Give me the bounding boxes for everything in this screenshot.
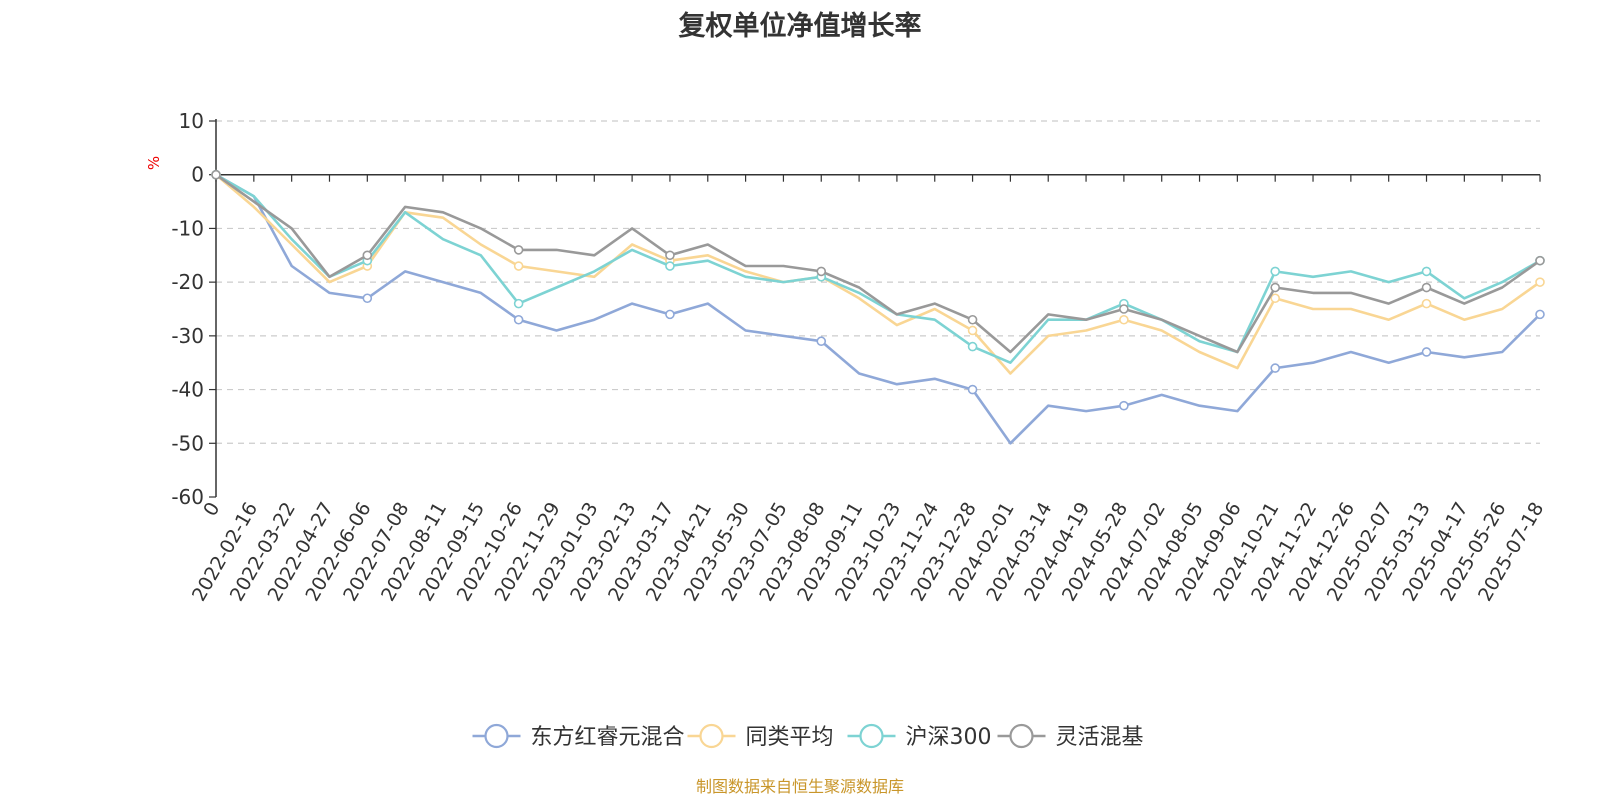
y-tick-label: -40 xyxy=(171,378,204,402)
data-point xyxy=(1270,293,1280,304)
data-point xyxy=(1421,266,1432,277)
legend-marker-icon xyxy=(484,723,509,749)
legend-marker-icon xyxy=(1009,723,1034,749)
data-point xyxy=(1270,266,1280,277)
y-tick-label: 0 xyxy=(191,163,204,187)
data-point xyxy=(1270,282,1280,293)
chart-title: 复权单位净值增长率 xyxy=(679,10,922,42)
series-line xyxy=(215,173,1541,445)
data-point xyxy=(665,250,675,261)
y-tick-label: -30 xyxy=(171,324,204,348)
data-point xyxy=(513,314,524,325)
data-point xyxy=(665,261,675,271)
data-point xyxy=(967,341,978,352)
source-note: 制图数据来自恒生聚源数据库 xyxy=(696,777,904,796)
series-line xyxy=(215,173,1541,354)
series-line xyxy=(215,173,1541,365)
legend-item-1[interactable]: 同类平均 xyxy=(687,723,834,750)
y-tick-label: -60 xyxy=(171,485,204,509)
series-0 xyxy=(211,169,1545,445)
legend-item-3[interactable]: 灵活混基 xyxy=(997,723,1144,750)
series-3 xyxy=(211,169,1545,354)
data-point xyxy=(1119,314,1129,325)
legend-label: 灵活混基 xyxy=(1056,725,1144,750)
series-2 xyxy=(211,169,1545,365)
legend-marker-icon xyxy=(859,723,884,749)
y-tick-label: 10 xyxy=(179,109,204,133)
series-line xyxy=(215,173,1541,375)
data-point xyxy=(1421,282,1432,293)
data-point xyxy=(1535,255,1545,266)
data-point xyxy=(816,266,827,277)
series-layer xyxy=(211,169,1545,445)
data-point xyxy=(513,245,524,255)
data-point xyxy=(1535,309,1545,320)
legend-label: 同类平均 xyxy=(746,725,834,750)
data-point xyxy=(362,250,373,261)
legend-marker-icon xyxy=(699,723,724,749)
data-point xyxy=(967,384,978,395)
y-tick-label: -50 xyxy=(171,431,204,455)
data-point xyxy=(967,325,978,336)
legend-label: 沪深300 xyxy=(906,725,992,750)
data-point xyxy=(1421,347,1432,357)
data-point xyxy=(1119,304,1129,314)
y-tick-label: -20 xyxy=(171,270,204,294)
data-point xyxy=(513,298,524,309)
data-point xyxy=(1270,363,1280,373)
data-point xyxy=(967,314,978,325)
data-point xyxy=(513,261,524,271)
data-point xyxy=(1119,400,1129,411)
legend-item-2[interactable]: 沪深300 xyxy=(847,723,992,750)
y-tick-label: -10 xyxy=(171,216,204,240)
legend-label: 东方红睿元混合 xyxy=(531,725,685,750)
y-axis-unit: % xyxy=(145,156,163,170)
data-point xyxy=(816,336,827,347)
axis-layer: 100-10-20-30-40-50-6002022-02-162022-03-… xyxy=(171,109,1548,605)
legend-item-0[interactable]: 东方红睿元混合 xyxy=(472,723,685,750)
data-point xyxy=(665,309,675,320)
data-point xyxy=(1535,277,1545,287)
data-point xyxy=(211,169,221,180)
legend[interactable]: 东方红睿元混合 同类平均 沪深300 灵活混基 xyxy=(472,723,1144,750)
data-point xyxy=(362,293,373,304)
x-tick-label: 0 xyxy=(199,499,224,520)
data-point xyxy=(1421,298,1432,309)
grid-layer xyxy=(216,120,1540,444)
